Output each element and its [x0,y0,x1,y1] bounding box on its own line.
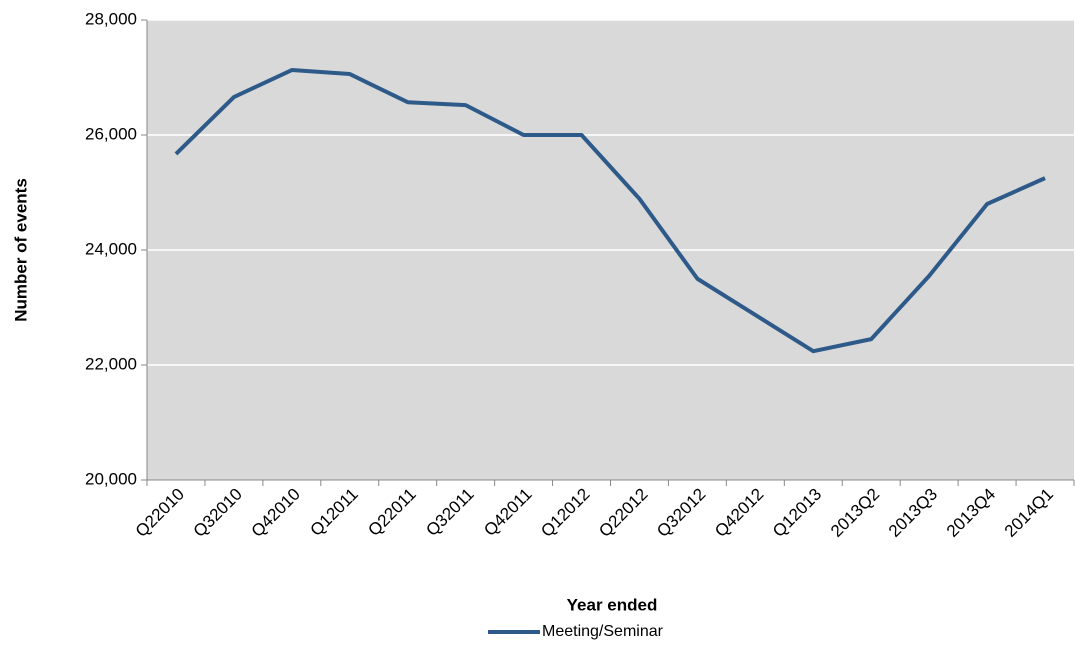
x-tick-label: Q22011 [364,485,419,540]
y-axis-title: Number of events [11,178,30,322]
x-tick-label: Q12011 [306,485,361,540]
x-tick-label: Q32011 [422,485,477,540]
y-tick-label: 28,000 [85,9,137,28]
x-tick-label: 2014Q1 [1001,485,1057,541]
x-tick-label: Q42012 [711,485,767,541]
y-tick-label: 20,000 [85,469,137,488]
x-tick-label: Q32010 [190,485,246,541]
x-axis-title: Year ended [567,595,658,614]
y-tick-label: 24,000 [85,239,137,258]
x-tick-label: Q32012 [653,485,709,541]
x-tick-label: 2013Q3 [885,485,941,541]
x-tick-label: Q12013 [769,485,825,541]
x-tick-label: 2013Q4 [943,485,999,541]
x-tick-label: Q42011 [480,485,535,540]
x-tick-label: Q42010 [248,485,304,541]
line-series [174,68,1046,354]
x-tick-label: Q22012 [595,485,651,541]
legend-label: Meeting/Seminar [542,623,664,640]
x-tick-label: Q22010 [132,485,188,541]
y-tick-label: 26,000 [85,124,137,143]
y-tick-label: 22,000 [85,354,137,373]
x-tick-label: Q12012 [537,485,593,541]
x-tick-label: 2013Q2 [827,485,883,541]
